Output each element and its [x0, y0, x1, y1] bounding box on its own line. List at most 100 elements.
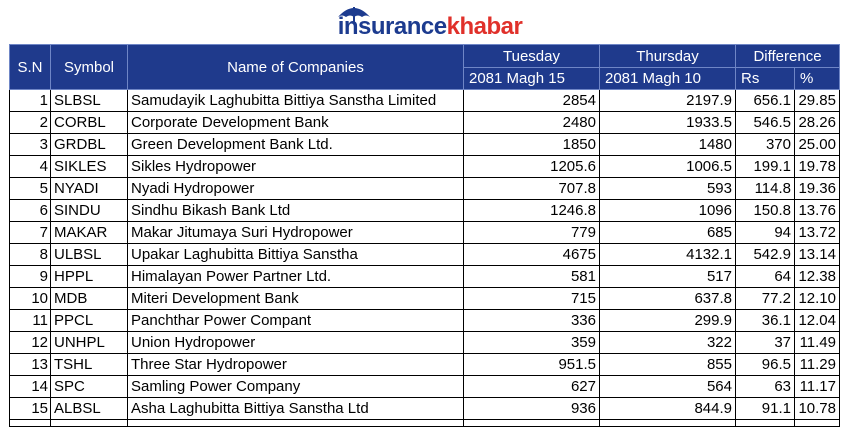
cell-company-name: Nyadi Hydropower: [127, 177, 464, 200]
empty-cell: [735, 419, 795, 427]
header-thursday: Thursday: [599, 44, 736, 68]
cell-company-name: Union Hydropower: [127, 331, 464, 354]
cell-symbol: MAKAR: [50, 221, 128, 244]
cell-diff-rs: 370: [735, 133, 795, 156]
header-symbol: Symbol: [50, 44, 128, 90]
header-diff-pct: %: [794, 67, 840, 90]
cell-diff-pct: 12.04: [794, 309, 840, 332]
cell-diff-pct: 11.49: [794, 331, 840, 354]
cell-company-name: Green Development Bank Ltd.: [127, 133, 464, 156]
cell-price-tuesday: 951.5: [463, 353, 600, 376]
cell-diff-rs: 656.1: [735, 89, 795, 112]
cell-symbol: NYADI: [50, 177, 128, 200]
cell-price-thursday: 593: [599, 177, 736, 200]
header-sn: S.N: [9, 44, 51, 90]
table-row: 1 SLBSL Samudayik Laghubitta Bittiya Sanst…: [9, 89, 840, 112]
cell-price-thursday: 517: [599, 265, 736, 288]
cell-diff-rs: 114.8: [735, 177, 795, 200]
table-header: S.N Symbol Name of Companies Tuesday Thu…: [9, 44, 840, 90]
cell-sn: 4: [9, 155, 51, 178]
empty-cell: [599, 419, 736, 427]
cell-diff-rs: 150.8: [735, 199, 795, 222]
empty-cell: [127, 419, 464, 427]
table-row: 6 SINDU Sindhu Bikash Bank Ltd 1246.8 1096 15…: [9, 199, 840, 222]
cell-price-tuesday: 581: [463, 265, 600, 288]
cell-sn: 2: [9, 111, 51, 134]
cell-company-name: Samling Power Company: [127, 375, 464, 398]
cell-price-tuesday: 1246.8: [463, 199, 600, 222]
empty-cell: [794, 419, 840, 427]
cell-symbol: ALBSL: [50, 397, 128, 420]
cell-symbol: SIKLES: [50, 155, 128, 178]
header-diff-rs: Rs: [735, 67, 795, 90]
cell-company-name: Miteri Development Bank: [127, 287, 464, 310]
table-row: 4 SIKLES Sikles Hydropower 1205.6 1006.5 199.…: [9, 155, 840, 178]
cell-diff-pct: 19.36: [794, 177, 840, 200]
cell-diff-rs: 94: [735, 221, 795, 244]
cell-diff-pct: 25.00: [794, 133, 840, 156]
cell-price-thursday: 1006.5: [599, 155, 736, 178]
cell-company-name: Corporate Development Bank: [127, 111, 464, 134]
cell-price-thursday: 1933.5: [599, 111, 736, 134]
cell-sn: 6: [9, 199, 51, 222]
cell-sn: 8: [9, 243, 51, 266]
cell-company-name: Asha Laghubitta Bittiya Sanstha Ltd: [127, 397, 464, 420]
cell-price-tuesday: 1205.6: [463, 155, 600, 178]
table-row: 12 UNHPL Union Hydropower 359 322 37 11.49: [9, 331, 840, 354]
header-tuesday: Tuesday: [463, 44, 600, 68]
cell-company-name: Three Star Hydropower: [127, 353, 464, 376]
cell-diff-pct: 12.38: [794, 265, 840, 288]
cell-diff-rs: 96.5: [735, 353, 795, 376]
cell-diff-pct: 11.29: [794, 353, 840, 376]
cell-symbol: ULBSL: [50, 243, 128, 266]
table-body: 1 SLBSL Samudayik Laghubitta Bittiya Sanst…: [9, 89, 840, 427]
cell-price-thursday: 1096: [599, 199, 736, 222]
cell-diff-pct: 28.26: [794, 111, 840, 134]
table-row: 10 MDB Miteri Development Bank 715 637.8 77.2…: [9, 287, 840, 310]
cell-price-thursday: 1480: [599, 133, 736, 156]
cell-company-name: Himalayan Power Partner Ltd.: [127, 265, 464, 288]
cell-price-tuesday: 936: [463, 397, 600, 420]
table-row: 5 NYADI Nyadi Hydropower 707.8 593 114.8 19.36: [9, 177, 840, 200]
cell-sn: 5: [9, 177, 51, 200]
cell-diff-pct: 13.76: [794, 199, 840, 222]
cell-price-tuesday: 4675: [463, 243, 600, 266]
stock-gainers-table: S.N Symbol Name of Companies Tuesday Thu…: [9, 44, 840, 427]
cell-diff-rs: 546.5: [735, 111, 795, 134]
cell-price-tuesday: 336: [463, 309, 600, 332]
brand-logo: insurance khabar: [0, 0, 860, 43]
cell-diff-rs: 63: [735, 375, 795, 398]
cell-sn: 3: [9, 133, 51, 156]
table-row: 8 ULBSL Upakar Laghubitta Bittiya Sanstha 4…: [9, 243, 840, 266]
cell-company-name: Sindhu Bikash Bank Ltd: [127, 199, 464, 222]
table-row: 7 MAKAR Makar Jitumaya Suri Hydropower 779 6…: [9, 221, 840, 244]
cell-symbol: UNHPL: [50, 331, 128, 354]
cell-price-thursday: 685: [599, 221, 736, 244]
empty-cell: [50, 419, 128, 427]
cell-symbol: TSHL: [50, 353, 128, 376]
cell-price-tuesday: 1850: [463, 133, 600, 156]
cell-diff-rs: 36.1: [735, 309, 795, 332]
cell-diff-pct: 12.10: [794, 287, 840, 310]
cell-company-name: Samudayik Laghubitta Bittiya Sanstha Lim…: [127, 89, 464, 112]
table-row: 3 GRDBL Green Development Bank Ltd. 1850 148…: [9, 133, 840, 156]
cell-company-name: Sikles Hydropower: [127, 155, 464, 178]
cell-sn: 13: [9, 353, 51, 376]
cell-symbol: SINDU: [50, 199, 128, 222]
cell-price-thursday: 855: [599, 353, 736, 376]
cell-diff-pct: 13.14: [794, 243, 840, 266]
logo-text-khabar: khabar: [446, 13, 523, 40]
cell-symbol: SPC: [50, 375, 128, 398]
cell-sn: 11: [9, 309, 51, 332]
cell-price-thursday: 2197.9: [599, 89, 736, 112]
cell-sn: 12: [9, 331, 51, 354]
cell-symbol: SLBSL: [50, 89, 128, 112]
cell-diff-pct: 11.17: [794, 375, 840, 398]
table-row: 15 ALBSL Asha Laghubitta Bittiya Sanstha L…: [9, 397, 840, 420]
cell-diff-pct: 19.78: [794, 155, 840, 178]
cell-price-tuesday: 707.8: [463, 177, 600, 200]
table-row: 13 TSHL Three Star Hydropower 951.5 855 96.5 1…: [9, 353, 840, 376]
header-date-tuesday: 2081 Magh 15: [463, 67, 600, 90]
table-row: 14 SPC Samling Power Company 627 564 63 11.17: [9, 375, 840, 398]
cell-diff-rs: 199.1: [735, 155, 795, 178]
